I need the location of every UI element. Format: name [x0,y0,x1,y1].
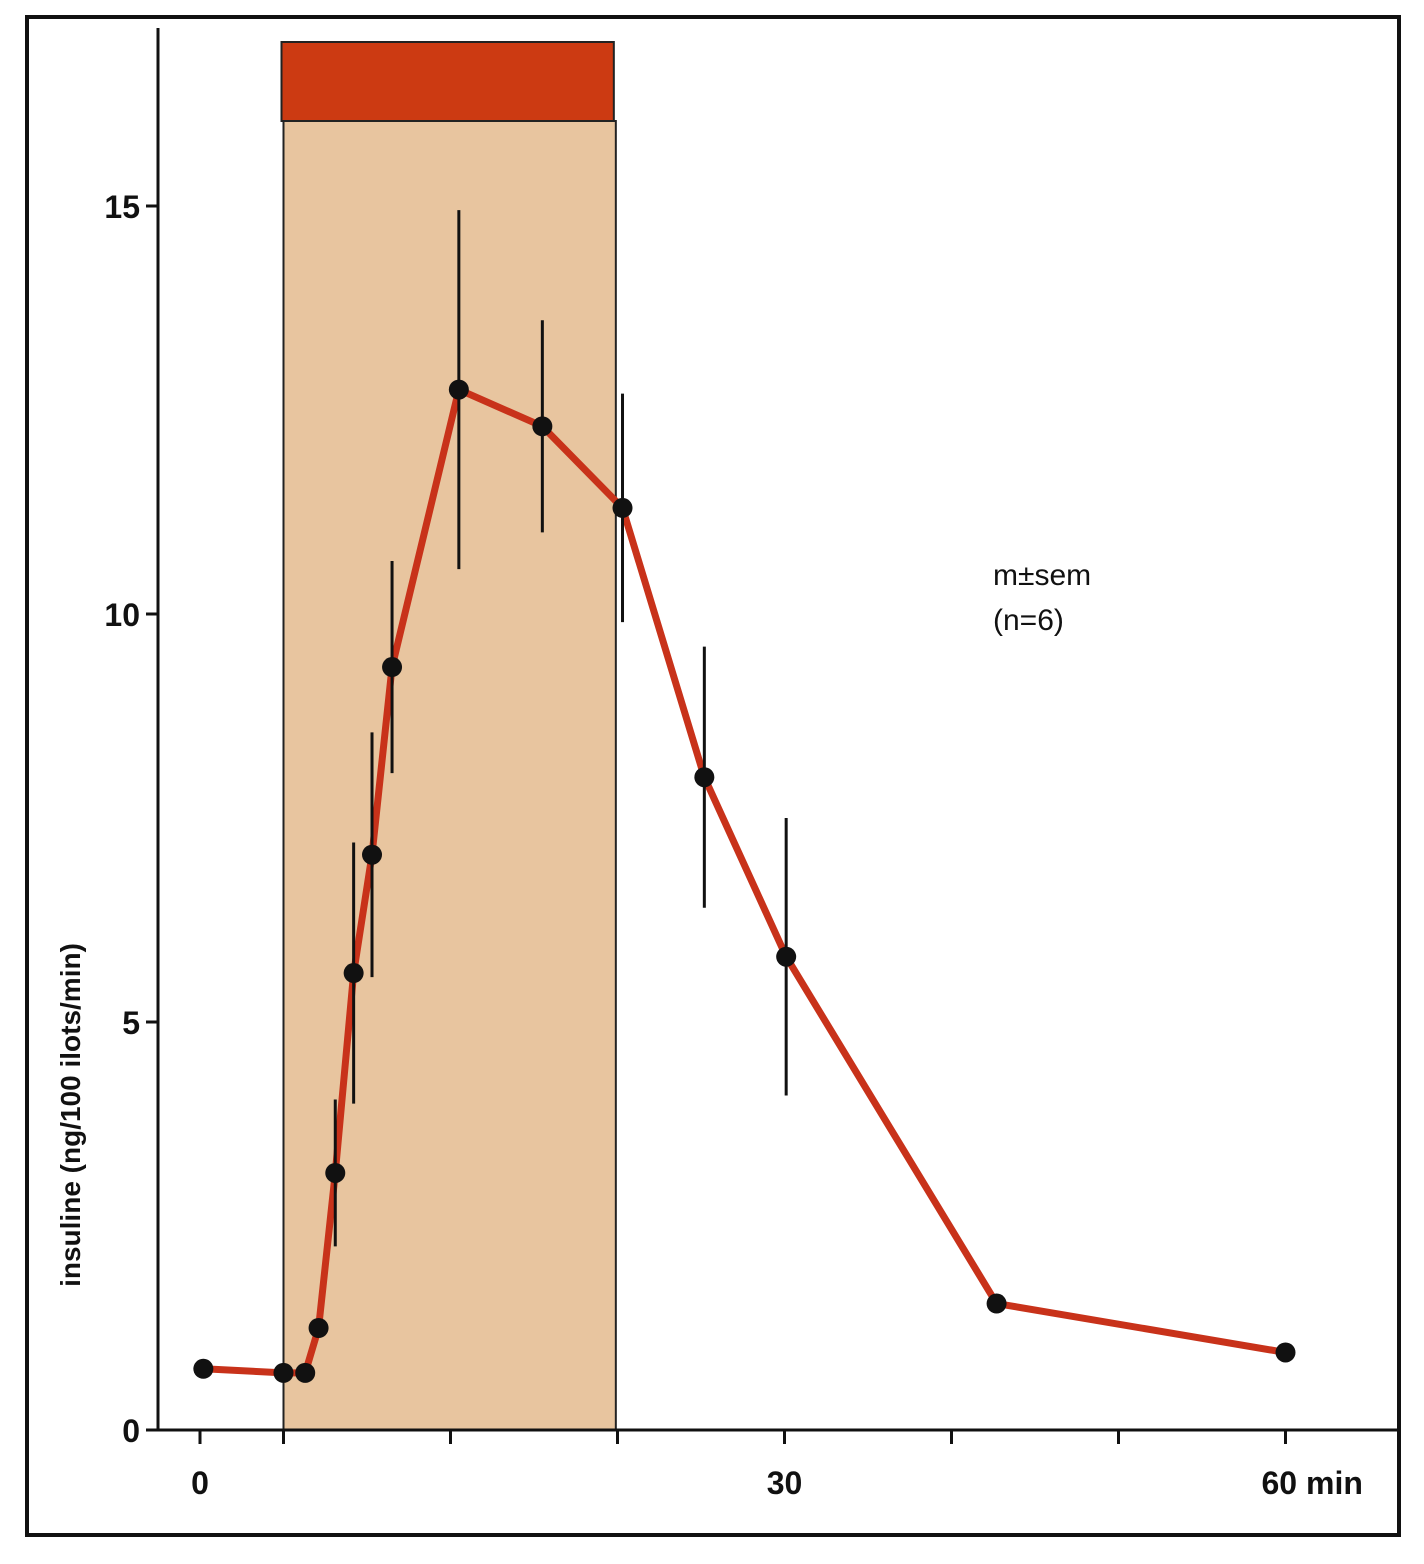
x-tick-label: 0 [191,1465,209,1501]
y-axis-label: insuline (ng/100 ilots/min) [55,943,86,1287]
y-tick-label: 0 [122,1413,140,1449]
data-point [308,1318,329,1338]
series-group [193,210,1296,1383]
data-point [362,844,383,865]
x-ticks: 0 30 60 min [191,1430,1363,1501]
figure-frame [25,15,1401,1537]
data-point [382,657,403,678]
x-tick-label: 60 min [1262,1465,1363,1501]
y-tick-label: 15 [104,189,140,225]
data-point [273,1362,294,1383]
annotation-n: (n=6) [993,604,1064,637]
y-ticks: 0 5 10 15 [104,189,158,1449]
data-point [193,1358,214,1379]
data-point [295,1362,316,1383]
stimulus-period-shade [282,120,617,1431]
stimulus-period-bar [280,41,615,122]
annotation-mean-sem: m±sem [993,559,1091,592]
data-point [532,416,553,437]
y-tick-label: 10 [104,597,140,633]
data-point [694,767,715,788]
data-point [448,379,469,400]
data-point [612,497,633,518]
x-tick-label: 30 [767,1465,803,1501]
data-point [325,1162,346,1183]
data-point [986,1293,1007,1314]
data-point [343,963,364,984]
y-tick-label: 5 [122,1005,140,1041]
data-point [1275,1342,1296,1363]
data-point [776,946,797,967]
